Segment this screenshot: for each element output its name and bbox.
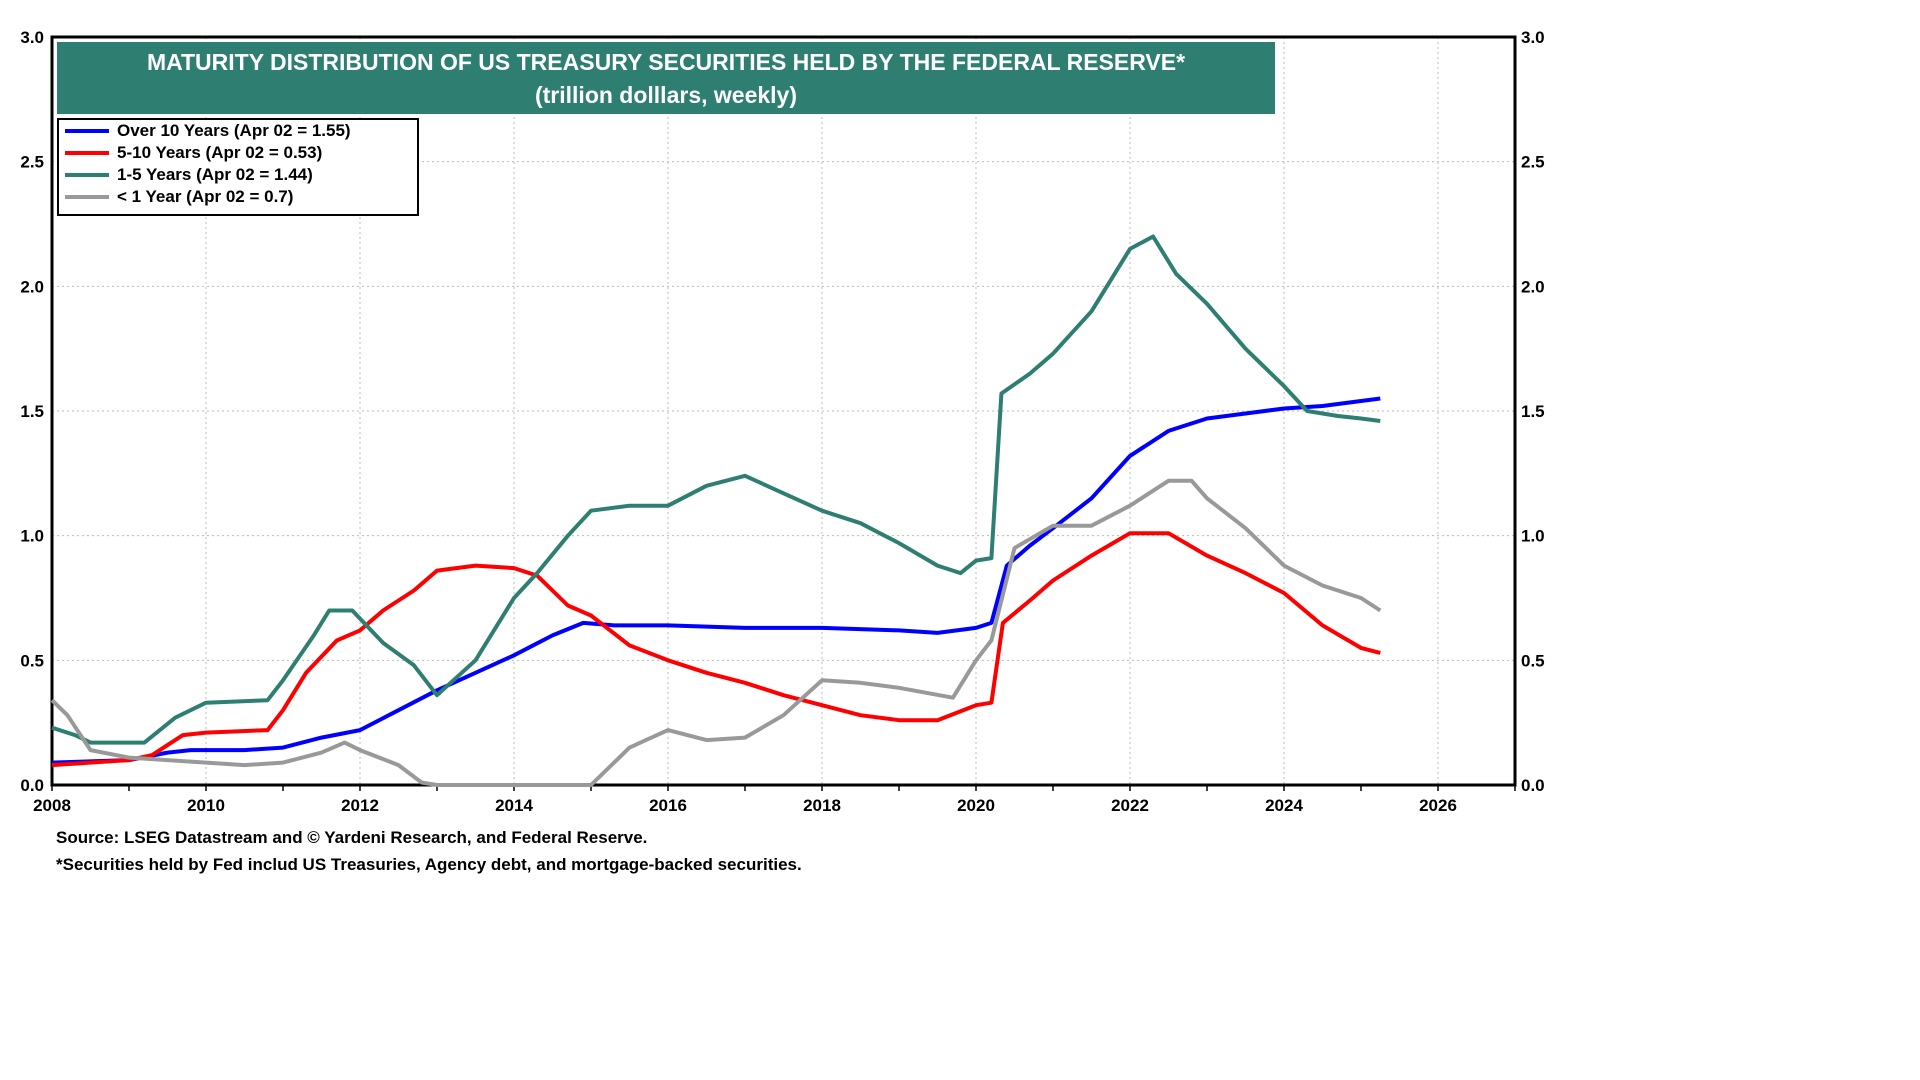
x-tick-label: 2026 <box>1419 796 1457 815</box>
y-tick-label-right: 1.0 <box>1521 527 1545 546</box>
chart-title: MATURITY DISTRIBUTION OF US TREASURY SEC… <box>146 49 1186 75</box>
x-tick-label: 2022 <box>1111 796 1149 815</box>
x-tick-label: 2012 <box>341 796 379 815</box>
y-tick-label-right: 3.0 <box>1521 28 1545 47</box>
legend-item: < 1 Year (Apr 02 = 0.7) <box>59 186 417 208</box>
y-tick-label-left: 0.5 <box>20 651 44 670</box>
legend-label: 1-5 Years (Apr 02 = 1.44) <box>117 165 313 184</box>
legend-swatch <box>65 151 109 155</box>
legend-label: 5-10 Years (Apr 02 = 0.53) <box>117 143 323 162</box>
y-tick-label-left: 2.5 <box>20 153 44 172</box>
chart-svg: 0.0 0.0 0.5 0.5 1.0 1.0 1.5 1.5 2.0 2.0 2.5 2.5 3.0 3… <box>20 28 1545 815</box>
y-tick-label-left: 2.0 <box>20 277 44 296</box>
legend-swatch <box>65 173 109 177</box>
legend-item: Over 10 Years (Apr 02 = 1.55) <box>59 120 417 142</box>
chart-container: 0.0 0.0 0.5 0.5 1.0 1.0 1.5 1.5 2.0 2.0 2.5 2.5 3.0 3… <box>20 28 1545 874</box>
source-note: Source: LSEG Datastream and © Yardeni Re… <box>56 828 648 847</box>
x-tick-label: 2016 <box>649 796 687 815</box>
y-tick-label-right: 1.5 <box>1521 402 1545 421</box>
legend: Over 10 Years (Apr 02 = 1.55) 5-10 Years … <box>57 118 419 216</box>
legend-swatch <box>65 129 109 133</box>
x-tick-label: 2010 <box>187 796 225 815</box>
chart-subtitle: (trillion dolllars, weekly) <box>534 82 797 108</box>
chart-title-box: MATURITY DISTRIBUTION OF US TREASURY SEC… <box>57 42 1275 114</box>
y-tick-label-right: 0.5 <box>1521 651 1545 670</box>
x-tick-label: 2008 <box>33 796 71 815</box>
legend-swatch <box>65 195 109 199</box>
legend-item: 5-10 Years (Apr 02 = 0.53) <box>59 142 417 164</box>
series-line-3 <box>50 478 1382 787</box>
legend-label: < 1 Year (Apr 02 = 0.7) <box>117 187 294 206</box>
legend-label: Over 10 Years (Apr 02 = 1.55) <box>117 121 351 140</box>
plot-frame <box>50 35 1517 787</box>
x-tick-label: 2018 <box>803 796 841 815</box>
y-tick-label-left: 3.0 <box>20 28 44 47</box>
y-tick-label-left: 1.5 <box>20 402 44 421</box>
x-tick-label: 2014 <box>495 796 533 815</box>
y-tick-label-right: 2.5 <box>1521 153 1545 172</box>
legend-item: 1-5 Years (Apr 02 = 1.44) <box>59 164 417 186</box>
series-line-1 <box>51 531 1381 768</box>
x-tick-label: 2024 <box>1265 796 1303 815</box>
series-line-0 <box>51 396 1381 765</box>
series-line-2 <box>51 234 1381 745</box>
footnote: *Securities held by Fed includ US Treasu… <box>56 855 802 874</box>
y-tick-label-left: 0.0 <box>20 776 44 795</box>
y-tick-label-left: 1.0 <box>20 527 44 546</box>
y-tick-label-right: 2.0 <box>1521 277 1545 296</box>
x-tick-label: 2020 <box>957 796 995 815</box>
y-tick-label-right: 0.0 <box>1521 776 1545 795</box>
